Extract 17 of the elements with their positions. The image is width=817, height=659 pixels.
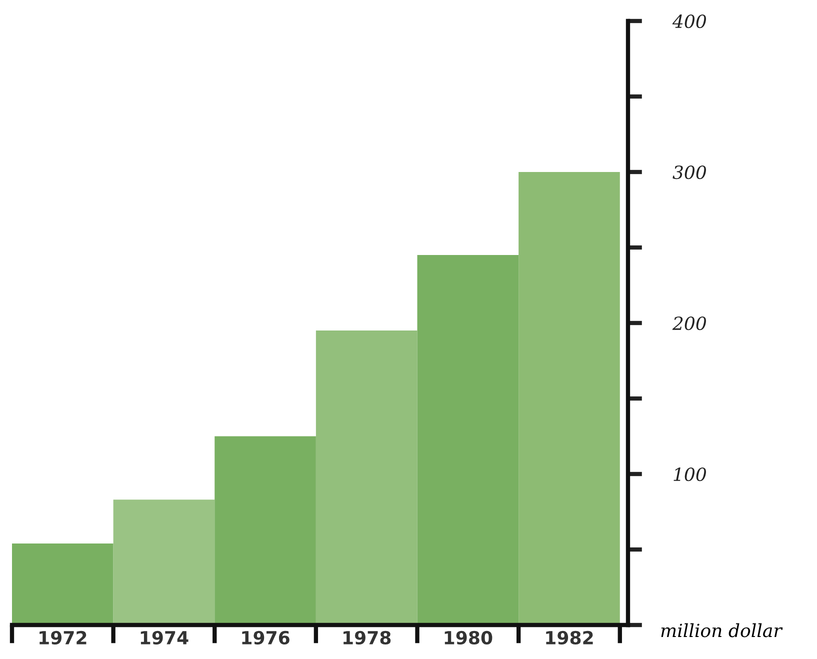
bar [518,172,620,625]
y-tick-label: 300 [672,165,706,180]
x-tick-label: 1974 [140,630,188,645]
x-tick-label: 1976 [242,630,290,645]
y-tick-label: 100 [674,467,706,482]
y-tick-label: 400 [672,14,706,28]
x-tick-label: 1972 [40,630,86,645]
y-axis-title: million dollar [661,623,783,638]
y-tick-label: 200 [672,316,706,330]
bar [12,543,114,625]
x-tick-label: 1982 [546,630,593,645]
bar [316,330,418,625]
x-tick-label: 1980 [444,630,492,645]
bar [214,436,316,625]
bar [417,255,519,625]
x-tick-label: 1978 [344,630,391,645]
bar [113,500,215,625]
